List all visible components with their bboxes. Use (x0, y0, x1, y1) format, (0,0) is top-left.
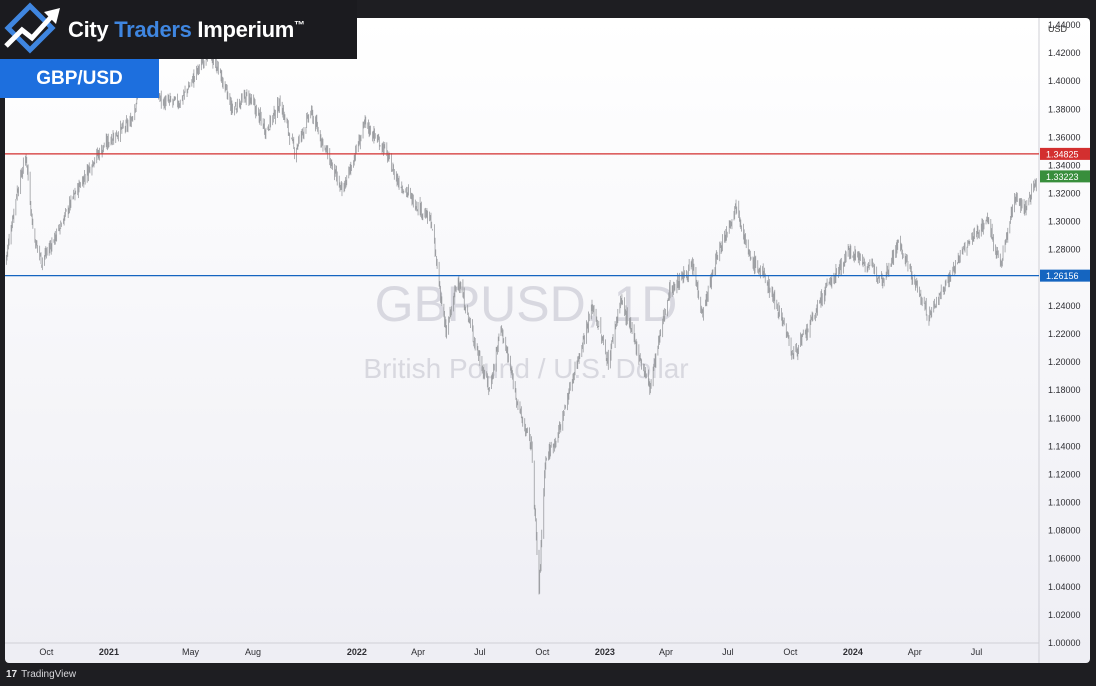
x-tick-label: 2024 (843, 647, 863, 657)
x-tick-label: Jul (971, 647, 983, 657)
y-tick-label: 1.22000 (1048, 329, 1081, 339)
price-bars (5, 45, 1037, 595)
x-tick-label: Apr (659, 647, 673, 657)
x-tick-label: 2023 (595, 647, 615, 657)
x-tick-label: Jul (722, 647, 734, 657)
y-tick-label: 1.36000 (1048, 132, 1081, 142)
x-ticks: Oct 2021 May Aug 2022 Apr Jul Oct 2023 Apr Jul Oct 2… (39, 647, 982, 657)
chart-panel[interactable]: USD GBPUSD, 1D British Pound / U.S. Doll… (5, 18, 1090, 663)
brand-name-imperium: Imperium (197, 16, 295, 42)
tradingview-label[interactable]: TradingView (21, 669, 77, 680)
y-tick-label: 1.34000 (1048, 160, 1081, 170)
y-tick-label: 1.24000 (1048, 301, 1081, 311)
x-tick-label: Apr (411, 647, 425, 657)
x-tick-label: Oct (535, 647, 550, 657)
y-tick-label: 1.02000 (1048, 610, 1081, 620)
y-ticks: 1.00000 1.02000 1.04000 1.06000 1.08000 1.100… (1048, 20, 1081, 648)
y-tick-label: 1.18000 (1048, 385, 1081, 395)
y-tick-label: 1.06000 (1048, 554, 1081, 564)
y-tick-label: 1.00000 (1048, 638, 1081, 648)
x-tick-label: Oct (39, 647, 54, 657)
support-price-label: 1.26156 (1046, 271, 1079, 281)
rising-arrow-logo-icon (4, 2, 60, 54)
price-tags: 1.34825 1.26156 1.33223 (1040, 147, 1090, 282)
current-price-label: 1.33223 (1046, 172, 1079, 182)
y-tick-label: 1.40000 (1048, 76, 1081, 86)
footer-bar: 17 TradingView (0, 663, 1096, 686)
brand-banner: City Traders Imperium™ (0, 0, 357, 59)
resistance-price-label: 1.34825 (1046, 149, 1079, 159)
x-tick-label: Jul (474, 647, 486, 657)
y-tick-label: 1.38000 (1048, 104, 1081, 114)
x-tick-label: 2021 (99, 647, 119, 657)
horizontal-lines[interactable] (5, 153, 1039, 277)
x-tick-label: Oct (783, 647, 798, 657)
x-tick-label: Apr (908, 647, 922, 657)
x-tick-label: Aug (245, 647, 261, 657)
y-tick-label: 1.42000 (1048, 48, 1081, 58)
y-tick-label: 1.12000 (1048, 469, 1081, 479)
currency-label: USD (1048, 24, 1068, 34)
y-tick-label: 1.04000 (1048, 582, 1081, 592)
y-tick-label: 1.30000 (1048, 217, 1081, 227)
y-tick-label: 1.20000 (1048, 357, 1081, 367)
x-tick-label: 2022 (347, 647, 367, 657)
y-tick-label: 1.32000 (1048, 189, 1081, 199)
y-tick-label: 1.28000 (1048, 245, 1081, 255)
watermark-subtitle: British Pound / U.S. Dollar (363, 353, 688, 384)
pair-badge: GBP/USD (0, 59, 159, 98)
y-tick-label: 1.08000 (1048, 526, 1081, 536)
x-tick-label: May (182, 647, 200, 657)
tradingview-logo-icon: 17 (6, 669, 18, 680)
support-price-tag (1040, 269, 1090, 282)
y-axis[interactable]: USD (1038, 18, 1068, 663)
y-tick-label: 1.16000 (1048, 413, 1081, 423)
price-chart[interactable]: USD GBPUSD, 1D British Pound / U.S. Doll… (5, 18, 1090, 663)
resistance-price-tag (1040, 147, 1090, 160)
current-price-tag (1040, 170, 1090, 183)
trademark-symbol: ™ (294, 19, 305, 32)
brand-name-traders: Traders (114, 16, 192, 42)
y-tick-label: 1.10000 (1048, 498, 1081, 508)
y-tick-label: 1.14000 (1048, 441, 1081, 451)
brand-name: City Traders Imperium™ (68, 17, 305, 43)
brand-name-city: City (68, 16, 109, 42)
watermark: GBPUSD, 1D British Pound / U.S. Dollar (363, 276, 688, 384)
y-tick-label: 1.44000 (1048, 20, 1081, 30)
